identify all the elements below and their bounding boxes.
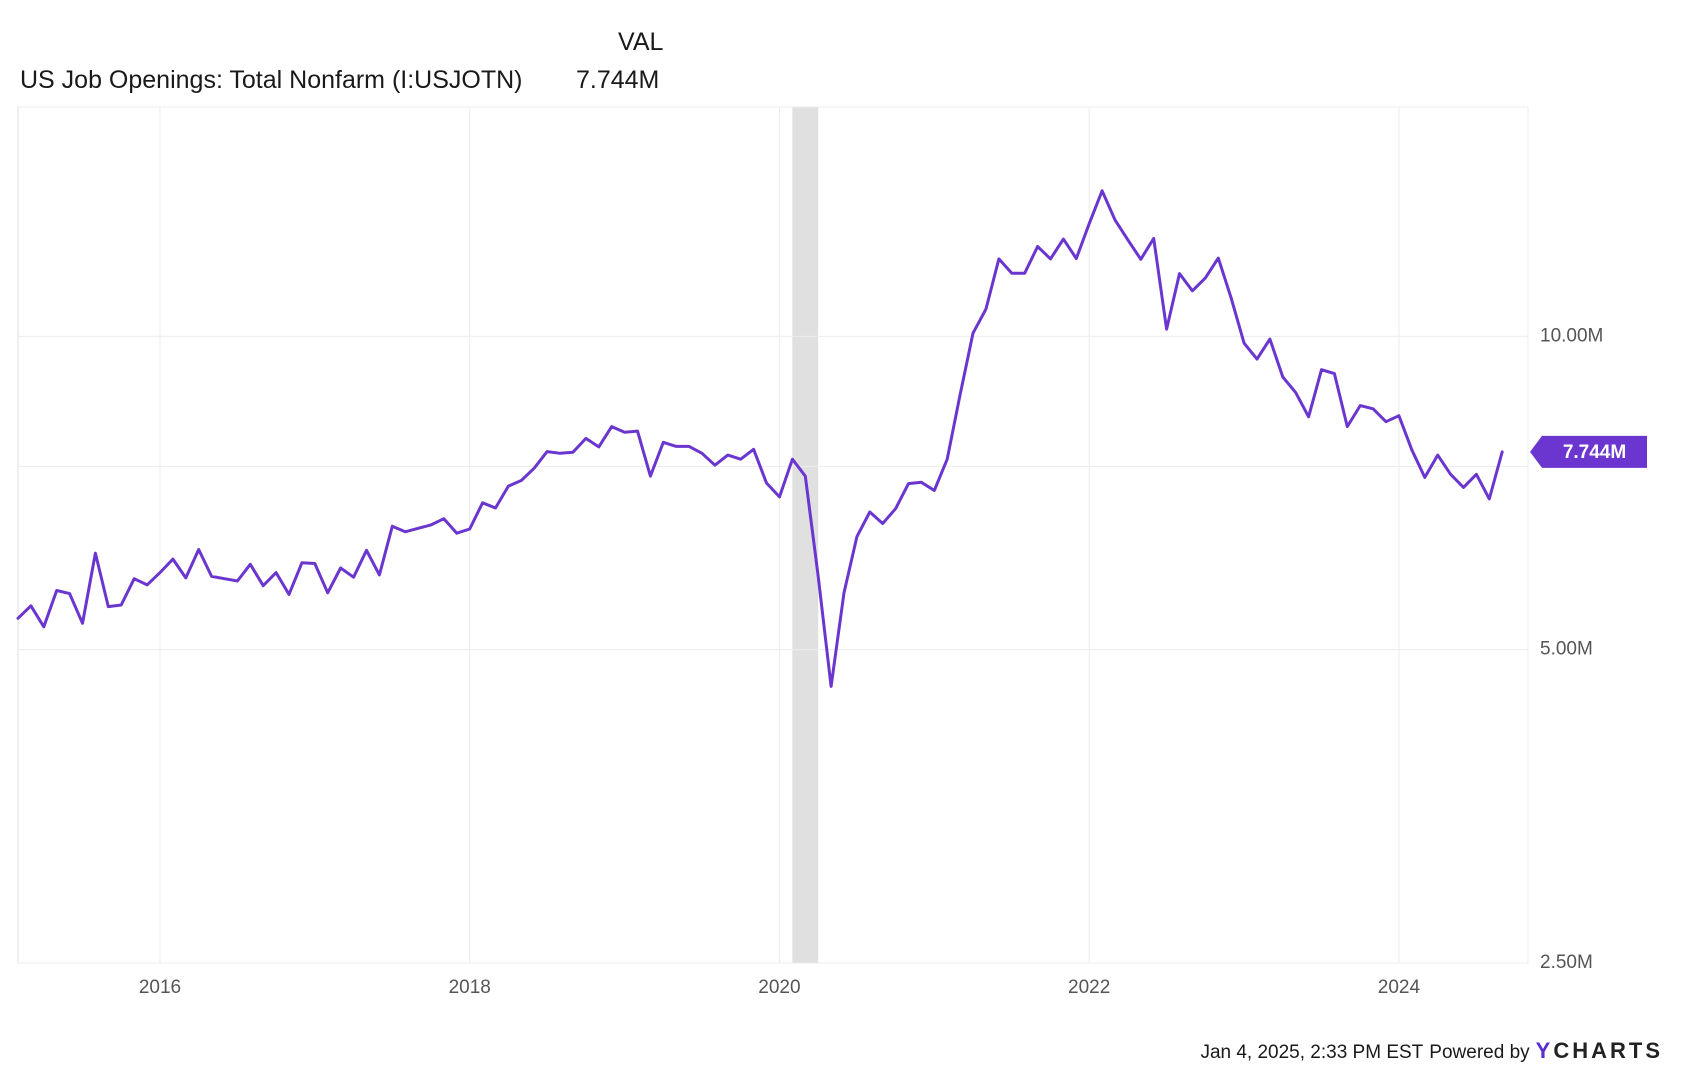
last-value-badge-layer: 7.744M	[1530, 435, 1647, 468]
x-tick-label: 2016	[139, 977, 181, 998]
chart-footer: Jan 4, 2025, 2:33 PM EST Powered by YCHA…	[1200, 1038, 1663, 1064]
gridlines	[17, 106, 1529, 964]
series-name[interactable]: US Job Openings: Total Nonfarm (I:USJOTN…	[20, 66, 523, 94]
y-tick-label: 2.50M	[1540, 952, 1593, 973]
powered-by-text: Powered by	[1429, 1042, 1530, 1063]
series-layer	[16, 189, 1504, 688]
x-tick-label: 2018	[449, 977, 491, 998]
x-tick-label: 2024	[1378, 977, 1421, 998]
last-value-badge	[1530, 435, 1647, 468]
last-value-label: 7.744M	[1563, 442, 1626, 463]
series-line-us-job-openings[interactable]	[16, 189, 1504, 688]
ycharts-logo[interactable]: YCHARTS	[1535, 1038, 1663, 1063]
value-column-header: VAL	[618, 28, 664, 56]
x-tick-label: 2022	[1068, 977, 1110, 998]
series-latest-value: 7.744M	[576, 66, 660, 94]
x-tick-label: 2020	[758, 977, 800, 998]
line-chart[interactable]: 2016 2018 2020 2022 2024 2.50M 5.00M 10.00M 7.7…	[0, 0, 1683, 1000]
axis-labels: 2016 2018 2020 2022 2024 2.50M 5.00M 10.00M	[139, 325, 1604, 998]
y-tick-label: 5.00M	[1540, 639, 1593, 660]
y-tick-label: 10.00M	[1540, 325, 1603, 346]
timestamp: Jan 4, 2025, 2:33 PM EST	[1200, 1042, 1424, 1063]
